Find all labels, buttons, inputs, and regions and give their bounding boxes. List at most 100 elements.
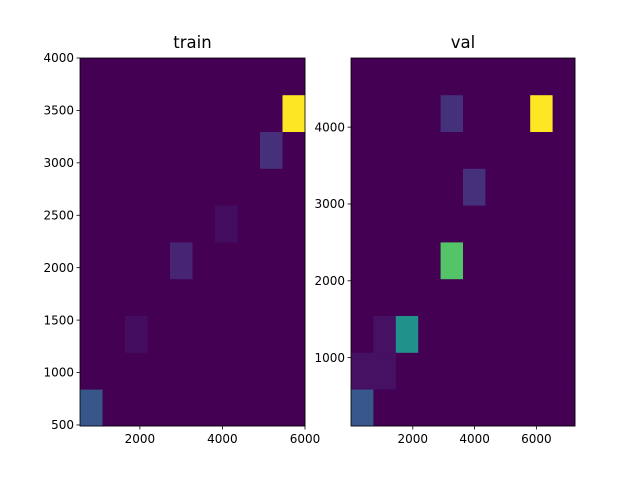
train-cell-5-4 <box>170 205 193 243</box>
val-cell-9-8 <box>530 58 553 96</box>
train-y-tick-label: 4000 <box>43 51 74 65</box>
val-cell-0-8 <box>530 389 553 427</box>
val-cell-5-6 <box>485 205 509 243</box>
val-cell-3-8 <box>530 278 553 316</box>
train-x-ticks: 2000 4000 6000 <box>125 426 321 446</box>
train-cell-1-0 <box>80 352 103 390</box>
val-cell-6-2 <box>395 168 419 206</box>
val-cell-0-4 <box>440 389 464 427</box>
train-cell-0-6 <box>215 389 238 427</box>
train-cell-6-0 <box>80 168 103 206</box>
train-cell-6-1 <box>102 168 126 206</box>
train-title: train <box>173 33 211 52</box>
val-cell-8-1 <box>373 94 397 132</box>
val-cell-5-8 <box>530 205 553 243</box>
train-y-ticks: 500 1000 1500 2000 2500 3000 3500 4000 <box>43 51 80 432</box>
train-cell-0-3 <box>147 389 171 427</box>
val-x-tick-label: 4000 <box>459 432 490 446</box>
val-cell-3-1 <box>373 278 397 316</box>
val-cell-4-8 <box>530 242 553 280</box>
train-cell-1-2 <box>125 352 148 390</box>
val-cell-6-6 <box>485 168 509 206</box>
val-cell-5-2 <box>395 205 419 243</box>
train-cell-3-9 <box>282 278 306 316</box>
train-cell-8-4 <box>170 94 193 132</box>
train-cell-0-0 <box>80 389 103 427</box>
val-cell-1-4 <box>440 352 464 390</box>
train-cell-9-3 <box>147 58 171 96</box>
val-cell-5-7 <box>507 205 531 243</box>
val-cell-9-1 <box>373 58 397 96</box>
val-cell-9-2 <box>395 58 419 96</box>
train-cell-6-8 <box>260 168 283 206</box>
val-cell-4-0 <box>351 242 374 280</box>
train-x-tick-label: 4000 <box>207 432 238 446</box>
val-cell-0-3 <box>418 389 441 427</box>
val-cell-9-5 <box>463 58 486 96</box>
train-cell-7-1 <box>102 131 126 169</box>
train-y-tick-label: 1500 <box>43 313 74 327</box>
train-cell-8-6 <box>215 94 238 132</box>
train-cell-6-3 <box>147 168 171 206</box>
train-cell-4-6 <box>215 242 238 280</box>
val-cell-0-2 <box>395 389 419 427</box>
train-heatmap-cells <box>80 58 306 427</box>
val-cell-5-1 <box>373 205 397 243</box>
val-cell-2-1 <box>373 315 397 353</box>
train-cell-2-9 <box>282 315 306 353</box>
train-cell-2-6 <box>215 315 238 353</box>
train-cell-9-7 <box>237 58 261 96</box>
val-cell-3-4 <box>440 278 464 316</box>
val-panel: val 2000 4000 6000 1000 2000 3000 4000 <box>314 33 576 446</box>
val-cell-2-7 <box>507 315 531 353</box>
val-axes-frame <box>350 57 576 427</box>
val-cell-8-2 <box>395 94 419 132</box>
val-cell-2-8 <box>530 315 553 353</box>
train-cell-8-7 <box>237 94 261 132</box>
train-cell-2-5 <box>192 315 216 353</box>
train-cell-9-1 <box>102 58 126 96</box>
val-cell-6-7 <box>507 168 531 206</box>
val-cell-0-5 <box>463 389 486 427</box>
train-cell-6-5 <box>192 168 216 206</box>
train-cell-4-8 <box>260 242 283 280</box>
train-cell-4-3 <box>147 242 171 280</box>
train-cell-1-9 <box>282 352 306 390</box>
train-cell-2-1 <box>102 315 126 353</box>
train-cell-9-4 <box>170 58 193 96</box>
train-cell-5-6 <box>215 205 238 243</box>
train-panel: train 2000 4000 6000 500 1000 1500 2000 2500 30… <box>43 33 320 446</box>
val-cell-4-7 <box>507 242 531 280</box>
val-cell-2-0 <box>351 315 374 353</box>
val-cell-7-9 <box>552 131 576 169</box>
train-cell-4-7 <box>237 242 261 280</box>
train-cell-6-2 <box>125 168 148 206</box>
val-cell-7-5 <box>463 131 486 169</box>
val-title: val <box>451 33 475 52</box>
val-cell-1-1 <box>373 352 397 390</box>
train-cell-7-6 <box>215 131 238 169</box>
train-cell-5-3 <box>147 205 171 243</box>
train-cell-0-9 <box>282 389 306 427</box>
train-cell-1-5 <box>192 352 216 390</box>
val-cell-8-4 <box>440 94 464 132</box>
train-cell-2-4 <box>170 315 193 353</box>
train-x-tick-label: 2000 <box>125 432 156 446</box>
train-cell-3-7 <box>237 278 261 316</box>
val-cell-4-5 <box>463 242 486 280</box>
val-cell-1-0 <box>351 352 374 390</box>
train-cell-5-8 <box>260 205 283 243</box>
train-x-tick-label: 6000 <box>290 432 321 446</box>
train-cell-0-8 <box>260 389 283 427</box>
val-cell-0-0 <box>351 389 374 427</box>
train-cell-3-1 <box>102 278 126 316</box>
val-cell-2-9 <box>552 315 576 353</box>
val-cell-8-5 <box>463 94 486 132</box>
train-cell-8-1 <box>102 94 126 132</box>
val-cell-3-5 <box>463 278 486 316</box>
train-cell-1-8 <box>260 352 283 390</box>
val-cell-6-1 <box>373 168 397 206</box>
val-cell-8-7 <box>507 94 531 132</box>
train-cell-1-3 <box>147 352 171 390</box>
train-cell-0-7 <box>237 389 261 427</box>
